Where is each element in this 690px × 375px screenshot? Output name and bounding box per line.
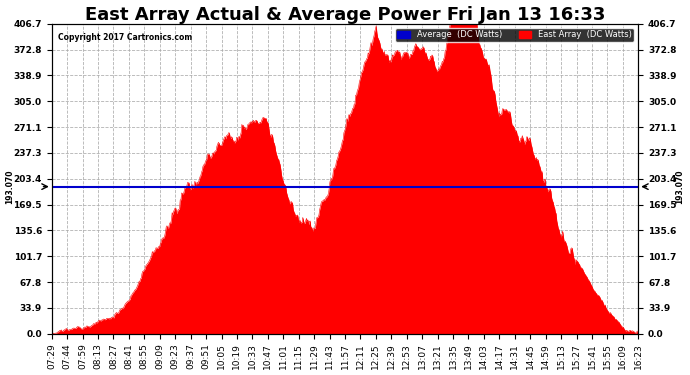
Text: Copyright 2017 Cartronics.com: Copyright 2017 Cartronics.com: [57, 33, 192, 42]
Text: 193.070: 193.070: [676, 170, 684, 204]
Legend: Average  (DC Watts), East Array  (DC Watts): Average (DC Watts), East Array (DC Watts…: [395, 28, 634, 42]
Text: 193.070: 193.070: [6, 170, 14, 204]
Title: East Array Actual & Average Power Fri Jan 13 16:33: East Array Actual & Average Power Fri Ja…: [85, 6, 605, 24]
